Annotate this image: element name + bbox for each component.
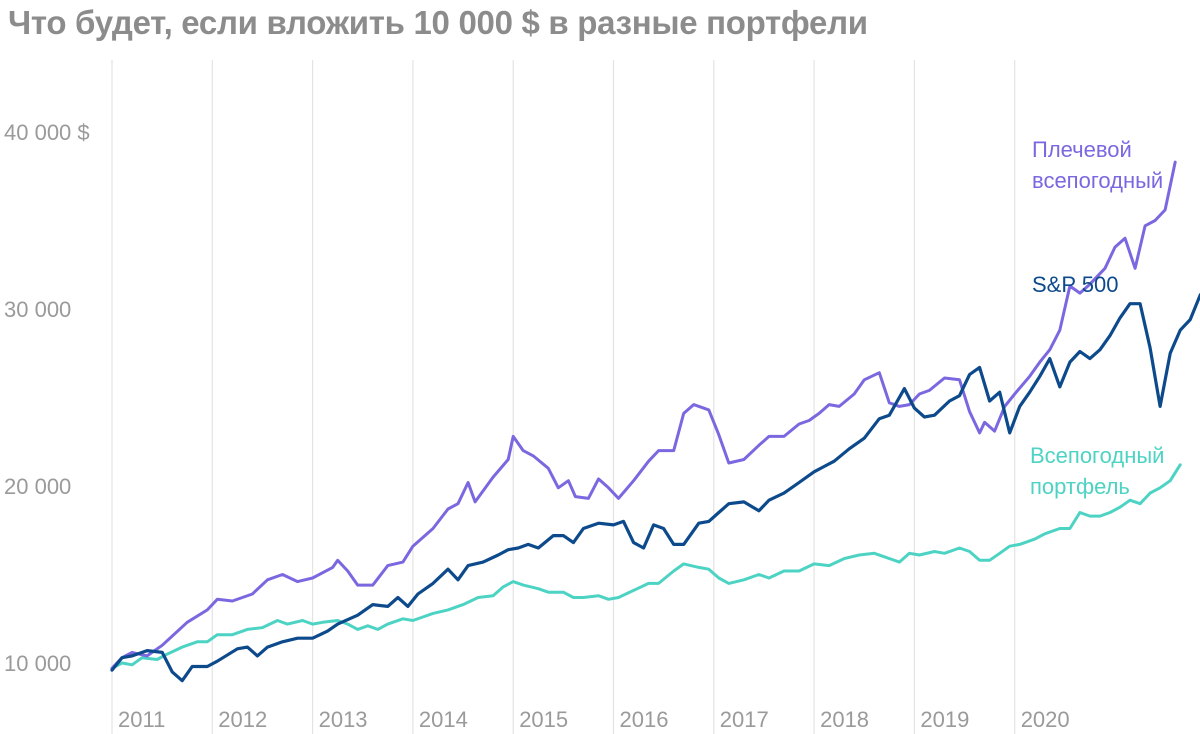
series-lines [110,160,1200,683]
x-tick-2014: 2014 [419,707,468,732]
y-tick-40000: 40 000 $ [4,120,90,145]
series-label-allweather: Всепогодный портфель [1030,443,1164,499]
series-label-line: S&P 500 [1032,272,1118,297]
series-label-leveraged: Плечевой всепогодный [1032,137,1163,193]
series-label-line: всепогодный [1032,168,1163,193]
x-tick-2018: 2018 [820,707,869,732]
series-line-leveraged [110,160,1177,670]
series-label-line: портфель [1030,474,1130,499]
series-label-sp500: S&P 500 [1032,272,1118,297]
y-tick-20000: 20 000 [4,474,71,499]
vertical-gridlines [111,60,1016,734]
y-tick-10000: 10 000 [4,651,71,676]
series-line-allweather [110,463,1182,670]
x-tick-2020: 2020 [1021,707,1070,732]
series-labels: Плечевой всепогодный S&P 500 Всепогодный пор… [1030,137,1164,499]
x-tick-2017: 2017 [720,707,769,732]
x-axis-tick-labels: 2011 2012 2013 2014 2015 2016 2017 2018 2019 2020 [118,707,1070,732]
y-tick-30000: 30 000 [4,297,71,322]
series-line-sp500 [110,293,1200,683]
x-tick-2015: 2015 [519,707,568,732]
x-tick-2019: 2019 [920,707,969,732]
series-label-line: Плечевой [1032,137,1132,162]
series-label-line: Всепогодный [1030,443,1164,468]
x-tick-2012: 2012 [218,707,267,732]
x-tick-2013: 2013 [319,707,368,732]
y-axis-tick-labels: 10 000 20 000 30 000 40 000 $ [4,120,90,676]
x-tick-2016: 2016 [620,707,669,732]
chart-title: Что будет, если вложить 10 000 $ в разны… [8,4,868,41]
x-tick-2011: 2011 [118,707,165,732]
